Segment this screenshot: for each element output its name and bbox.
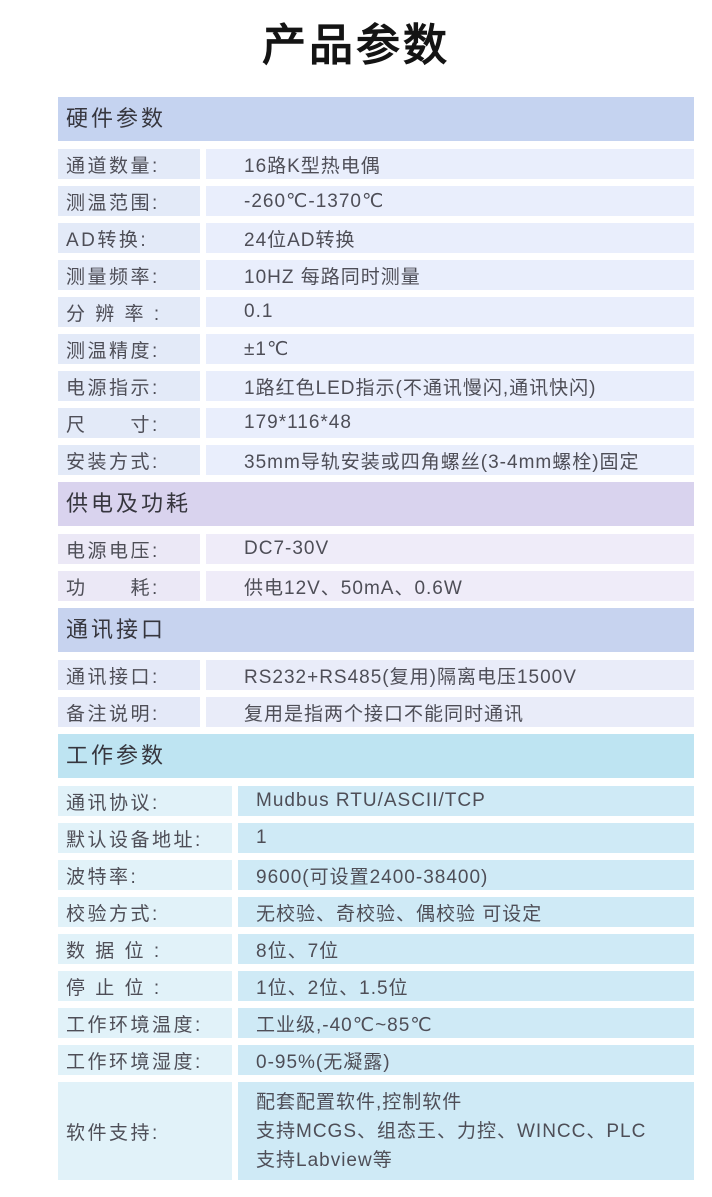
spec-row: 工作环境湿度: 0-95%(无凝露) [58,1045,694,1075]
spec-label: 默认设备地址: [58,823,232,853]
spec-label: 测温范围: [58,186,200,216]
spec-row: 波特率: 9600(可设置2400-38400) [58,860,694,890]
spec-label: 电源电压: [58,534,200,564]
spec-row: 通道数量: 16路K型热电偶 [58,149,694,179]
spec-row: 尺 寸: 179*116*48 [58,408,694,438]
spec-label: 工作环境湿度: [58,1045,232,1075]
spec-value: 0-95%(无凝露) [238,1045,694,1075]
spec-value: ±1℃ [206,334,694,364]
spec-value: DC7-30V [206,534,694,564]
spec-value: -260℃-1370℃ [206,186,694,216]
spec-row: AD转换: 24位AD转换 [58,223,694,253]
spec-value: 1位、2位、1.5位 [238,971,694,1001]
spec-row: 电源电压: DC7-30V [58,534,694,564]
spec-value: RS232+RS485(复用)隔离电压1500V [206,660,694,690]
spec-row: 通讯接口: RS232+RS485(复用)隔离电压1500V [58,660,694,690]
spec-value: 配套配置软件,控制软件支持MCGS、组态王、力控、WINCC、PLC 支持Labv… [238,1082,694,1180]
spec-value: 24位AD转换 [206,223,694,253]
spec-row: 默认设备地址: 1 [58,823,694,853]
spec-row: 通讯协议: Mudbus RTU/ASCII/TCP [58,786,694,816]
spec-row: 校验方式: 无校验、奇校验、偶校验 可设定 [58,897,694,927]
spec-value-line: 支持MCGS、组态王、力控、WINCC、PLC [256,1120,647,1142]
spec-value: 179*116*48 [206,408,694,438]
spec-label: 备注说明: [58,697,200,727]
section-working-params: 工作参数 通讯协议: Mudbus RTU/ASCII/TCP 默认设备地址: 1 波特率… [58,734,694,1180]
spec-label: 分 辨 率 : [58,297,200,327]
spec-label: 校验方式: [58,897,232,927]
spec-label: 停 止 位 : [58,971,232,1001]
spec-label: 数 据 位 : [58,934,232,964]
spec-row: 数 据 位 :8位、7位 [58,934,694,964]
spec-label: 功 耗: [58,571,200,601]
spec-value: 16路K型热电偶 [206,149,694,179]
spec-row: 工作环境温度: 工业级,-40℃~85℃ [58,1008,694,1038]
spec-value: 复用是指两个接口不能同时通讯 [206,697,694,727]
section-header-working-params: 工作参数 [58,734,694,778]
spec-label: 通讯协议: [58,786,232,816]
spec-value: 工业级,-40℃~85℃ [238,1008,694,1038]
spec-label: 电源指示: [58,371,200,401]
spec-label: 测温精度: [58,334,200,364]
spec-value-line: 支持Labview等 [256,1149,393,1171]
spec-value: 0.1 [206,297,694,327]
spec-value: 无校验、奇校验、偶校验 可设定 [238,897,694,927]
spec-value-line: 配套配置软件,控制软件 [256,1091,463,1113]
spec-value: 1 [238,823,694,853]
spec-value: Mudbus RTU/ASCII/TCP [238,786,694,816]
section-comm-interface: 通讯接口 通讯接口: RS232+RS485(复用)隔离电压1500V 备注说明: 复用… [58,608,694,727]
spec-label: 通道数量: [58,149,200,179]
spec-label: 尺 寸: [58,408,200,438]
spec-row: 测温精度: ±1℃ [58,334,694,364]
section-header-power-consumption: 供电及功耗 [58,482,694,526]
spec-value: 35mm导轨安装或四角螺丝(3-4mm螺栓)固定 [206,445,694,475]
section-power-consumption: 供电及功耗 电源电压: DC7-30V 功 耗: 供电12V、50mA、0.6W [58,482,694,601]
spec-label: 安装方式: [58,445,200,475]
spec-row: 备注说明: 复用是指两个接口不能同时通讯 [58,697,694,727]
section-header-comm-interface: 通讯接口 [58,608,694,652]
spec-row: 软件支持: 配套配置软件,控制软件支持MCGS、组态王、力控、WINCC、PLC 支… [58,1082,694,1180]
spec-value: 1路红色LED指示(不通讯慢闪,通讯快闪) [206,371,694,401]
spec-label: 测量频率: [58,260,200,290]
section-hardware-params: 硬件参数 通道数量: 16路K型热电偶 测温范围: -260℃-1370℃ AD转换: 24… [58,97,694,475]
spec-row: 电源指示: 1路红色LED指示(不通讯慢闪,通讯快闪) [58,371,694,401]
spec-label: 通讯接口: [58,660,200,690]
spec-value: 8位、7位 [238,934,694,964]
section-header-hardware-params: 硬件参数 [58,97,694,141]
spec-row: 停 止 位 :1位、2位、1.5位 [58,971,694,1001]
spec-row: 功 耗: 供电12V、50mA、0.6W [58,571,694,601]
spec-value: 10HZ 每路同时测量 [206,260,694,290]
spec-value: 9600(可设置2400-38400) [238,860,694,890]
spec-row: 安装方式: 35mm导轨安装或四角螺丝(3-4mm螺栓)固定 [58,445,694,475]
spec-row: 测量频率: 10HZ 每路同时测量 [58,260,694,290]
spec-row: 分 辨 率 :0.1 [58,297,694,327]
spec-label: AD转换: [58,223,200,253]
spec-label: 软件支持: [58,1082,232,1180]
spec-label: 工作环境温度: [58,1008,232,1038]
spec-row: 测温范围: -260℃-1370℃ [58,186,694,216]
spec-value: 供电12V、50mA、0.6W [206,571,694,601]
page-title: 产品参数 [262,21,450,70]
spec-sheet: 硬件参数 通道数量: 16路K型热电偶 测温范围: -260℃-1370℃ AD转换: 24… [58,97,694,1180]
spec-label: 波特率: [58,860,232,890]
